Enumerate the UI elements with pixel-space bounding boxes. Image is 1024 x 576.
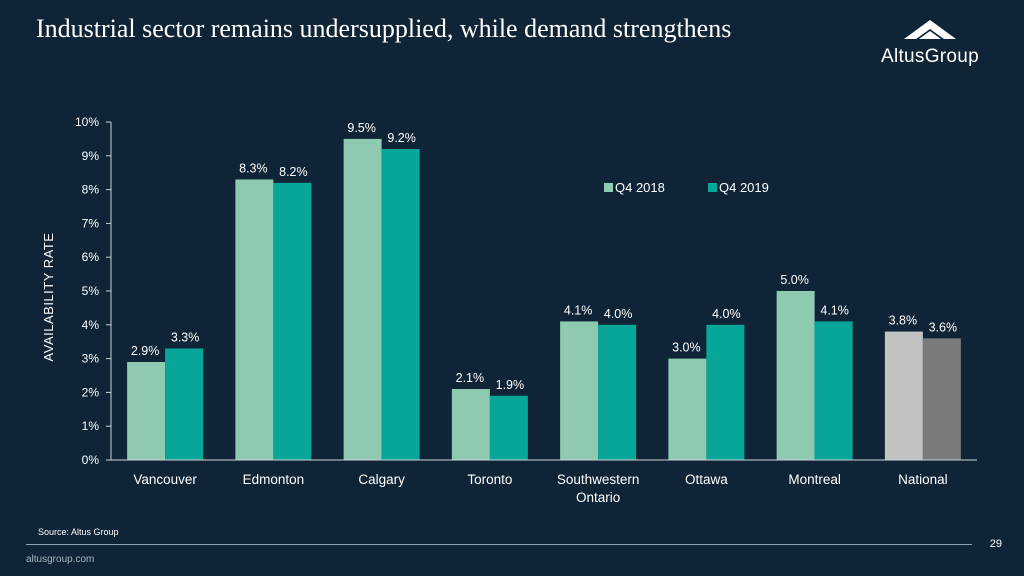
legend-swatch-q4-2018 <box>604 183 613 192</box>
availability-bar-chart: 0% 1% 2% 3% 4% 5% 6% 7% 8% 9% 10% AVAILABILITY RATE… <box>41 115 977 505</box>
footer-divider <box>26 544 972 545</box>
data-label: 9.2% <box>387 131 416 145</box>
altus-group-logo: AltusGroup <box>870 20 990 70</box>
x-tick-label: Ottawa <box>685 472 728 487</box>
bar-q4-2018 <box>668 358 707 460</box>
data-label: 3.8% <box>889 314 918 328</box>
x-tick-label: Edmonton <box>243 472 305 487</box>
legend-label: Q4 2019 <box>719 180 769 195</box>
data-label: 5.0% <box>780 273 809 287</box>
bar-q4-2019 <box>273 182 312 460</box>
data-label: 9.5% <box>347 121 376 135</box>
x-tick-label: Southwestern <box>557 472 640 487</box>
footer-url: altusgroup.com <box>26 554 95 565</box>
bar-q4-2018 <box>127 361 166 460</box>
y-tick-label: 8% <box>82 183 100 197</box>
page-number: 29 <box>989 538 1002 550</box>
bar-q4-2018 <box>343 138 382 460</box>
legend-swatch-q4-2019 <box>708 183 717 192</box>
y-tick-label: 0% <box>82 453 100 467</box>
x-tick-label: Calgary <box>358 472 405 487</box>
x-tick-label: Toronto <box>467 472 512 487</box>
y-tick-label: 10% <box>75 115 99 129</box>
slide-title: Industrial sector remains undersupplied,… <box>36 14 732 43</box>
data-label: 4.1% <box>564 303 593 317</box>
y-tick-label: 3% <box>82 352 100 366</box>
y-tick-label: 9% <box>82 149 100 163</box>
bar-q4-2019 <box>598 324 637 460</box>
source-note: Source: Altus Group <box>38 527 119 537</box>
bar-q4-2019 <box>489 395 528 460</box>
bar-q4-2018 <box>560 321 599 460</box>
bar-q4-2019 <box>381 149 420 461</box>
x-tick-label: National <box>898 472 948 487</box>
y-tick-label: 2% <box>82 385 100 399</box>
x-tick-label: Montreal <box>788 472 841 487</box>
data-label: 8.2% <box>279 165 308 179</box>
x-tick-label: Ontario <box>576 490 620 505</box>
data-label: 3.3% <box>171 330 200 344</box>
data-label: 3.0% <box>672 341 701 355</box>
y-tick-label: 4% <box>82 318 100 332</box>
data-label: 3.6% <box>929 320 958 334</box>
x-tick-label: Vancouver <box>133 472 197 487</box>
data-label: 4.1% <box>820 303 849 317</box>
data-label: 4.0% <box>604 307 633 321</box>
data-label: 2.1% <box>456 371 485 385</box>
logo-text: AltusGroup <box>880 46 980 67</box>
y-tick-label: 6% <box>82 250 100 264</box>
y-tick-label: 5% <box>82 284 100 298</box>
y-tick-label: 1% <box>82 419 100 433</box>
mountain-logo-icon <box>904 20 956 39</box>
bar-q4-2018 <box>451 389 490 460</box>
y-tick-label: 7% <box>82 216 100 230</box>
y-axis-title: AVAILABILITY RATE <box>41 233 56 362</box>
bar-q4-2019 <box>706 324 745 460</box>
data-label: 2.9% <box>131 344 160 358</box>
bar-q4-2019 <box>814 321 853 460</box>
bar-q4-2019 <box>922 338 961 460</box>
bar-q4-2018 <box>884 331 923 460</box>
bar-q4-2018 <box>235 179 274 460</box>
data-label: 4.0% <box>712 307 741 321</box>
legend-label: Q4 2018 <box>615 180 665 195</box>
bar-q4-2019 <box>165 348 204 460</box>
data-label: 8.3% <box>239 161 268 175</box>
bar-q4-2018 <box>776 291 815 460</box>
data-label: 1.9% <box>496 378 525 392</box>
